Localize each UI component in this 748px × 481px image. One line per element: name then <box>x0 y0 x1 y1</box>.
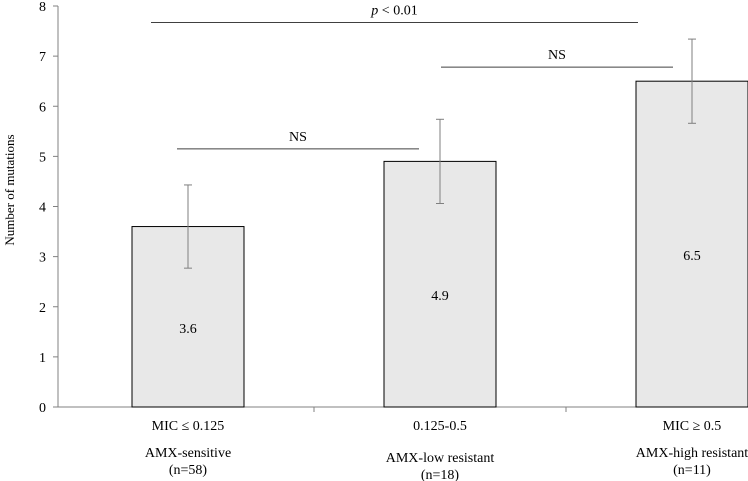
data-label: 6.5 <box>683 249 701 264</box>
category-n-label: (n=58) <box>169 463 208 478</box>
y-tick-label: 8 <box>39 0 46 15</box>
significance-label: NS <box>289 130 307 145</box>
category-threshold-label: MIC ≤ 0.125 <box>152 419 225 434</box>
p-symbol: p <box>370 4 378 19</box>
category-group-label: AMX-low resistant <box>386 451 495 466</box>
y-tick-label: 2 <box>39 301 46 316</box>
category-group-label: AMX-sensitive <box>145 446 231 461</box>
category-labels: MIC ≤ 0.125 AMX-sensitive (n=58) 0.125-0.5 A… <box>145 419 748 481</box>
y-tick-label: 0 <box>39 401 46 416</box>
y-tick-label: 4 <box>39 201 46 216</box>
p-value: < 0.01 <box>378 4 417 19</box>
y-tick-label: 5 <box>39 150 46 165</box>
significance-label: NS <box>548 48 566 63</box>
y-tick-label: 3 <box>39 251 46 266</box>
category-threshold-label: 0.125-0.5 <box>413 419 467 434</box>
y-axis-label: Number of mutations <box>2 134 17 245</box>
data-label: 3.6 <box>179 322 197 337</box>
significance-label: p < 0.01 <box>370 4 417 19</box>
y-tick-label: 7 <box>39 50 46 65</box>
significance-annotations: NS NS p < 0.01 <box>151 4 673 150</box>
category-n-label: (n=11) <box>673 463 711 478</box>
y-tick-label: 1 <box>39 351 46 366</box>
data-label: 4.9 <box>431 289 449 304</box>
y-tick-label: 6 <box>39 100 46 115</box>
category-threshold-label: MIC ≥ 0.5 <box>663 419 722 434</box>
bar <box>635 80 748 408</box>
category-n-label: (n=18) <box>421 468 460 481</box>
bars: 3.6 4.9 6.5 <box>131 38 748 408</box>
category-group-label: AMX-high resistant <box>636 446 748 461</box>
